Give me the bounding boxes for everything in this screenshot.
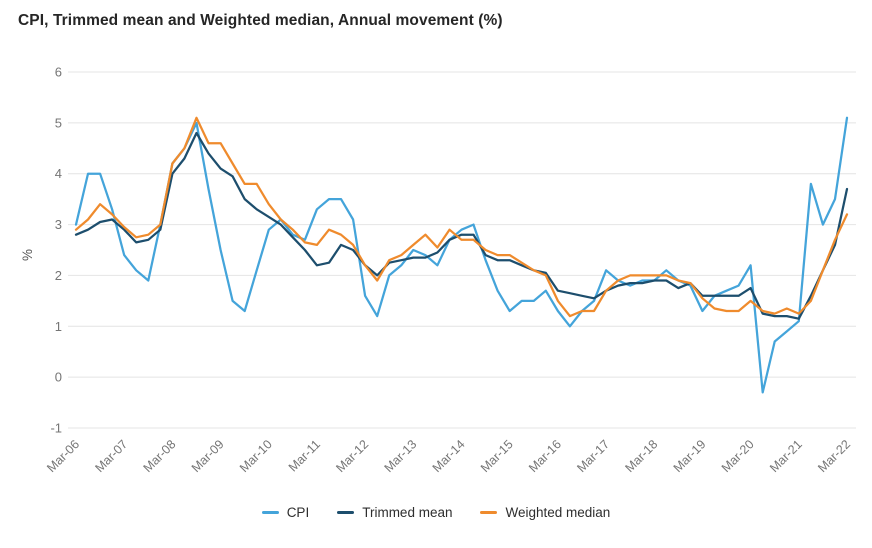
legend-swatch [480, 511, 498, 514]
legend-swatch [337, 511, 355, 514]
x-tick-label: Mar-13 [382, 437, 420, 475]
x-tick-label: Mar-19 [671, 437, 709, 475]
y-tick-label: 3 [55, 217, 62, 232]
x-tick-label: Mar-06 [44, 437, 82, 475]
y-tick-label: -1 [50, 421, 62, 436]
legend-item-cpi[interactable]: CPI [261, 505, 310, 520]
legend-item-trimmed-mean[interactable]: Trimmed mean [337, 505, 452, 520]
x-tick-label: Mar-22 [815, 437, 853, 475]
y-axis-title: % [20, 249, 35, 261]
y-tick-label: 0 [55, 370, 62, 385]
y-tick-label: 5 [55, 115, 62, 130]
x-tick-label: Mar-10 [237, 437, 275, 475]
series-line-trimmed-mean [74, 131, 849, 320]
series-line-cpi [74, 116, 849, 394]
x-tick-label: Mar-20 [719, 437, 757, 475]
x-tick-label: Mar-11 [286, 437, 323, 474]
series-line-weighted-median [74, 116, 849, 318]
legend-label: Weighted median [505, 505, 611, 520]
x-tick-label: Mar-18 [622, 437, 660, 475]
x-tick-label: Mar-21 [767, 437, 805, 475]
y-tick-label: 4 [55, 166, 62, 181]
x-tick-label: Mar-16 [526, 437, 564, 475]
x-tick-label: Mar-12 [333, 437, 371, 475]
x-tick-label: Mar-08 [141, 437, 179, 475]
legend-item-weighted-median[interactable]: Weighted median [480, 505, 610, 520]
y-tick-label: 6 [55, 65, 62, 80]
x-tick-label: Mar-15 [478, 437, 516, 475]
legend-label: Trimmed mean [362, 505, 453, 520]
chart-title: CPI, Trimmed mean and Weighted median, A… [18, 12, 503, 29]
y-tick-label: 2 [55, 268, 62, 283]
legend: CPI Trimmed mean Weighted median [0, 505, 872, 520]
x-tick-label: Mar-07 [92, 437, 130, 475]
legend-label: CPI [286, 505, 310, 520]
y-tick-label: 1 [55, 319, 62, 334]
x-tick-label: Mar-17 [574, 437, 612, 475]
x-tick-label: Mar-09 [189, 437, 227, 475]
x-tick-label: Mar-14 [430, 437, 468, 475]
legend-swatch [261, 511, 279, 514]
